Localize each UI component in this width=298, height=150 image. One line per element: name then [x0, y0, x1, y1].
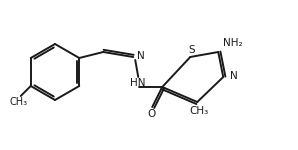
Text: CH₃: CH₃: [190, 106, 209, 116]
Text: O: O: [147, 109, 155, 119]
Text: CH₃: CH₃: [10, 97, 28, 107]
Text: N: N: [137, 51, 145, 61]
Text: NH₂: NH₂: [223, 38, 243, 48]
Text: HN: HN: [131, 78, 146, 88]
Text: N: N: [230, 71, 238, 81]
Text: S: S: [188, 45, 195, 55]
